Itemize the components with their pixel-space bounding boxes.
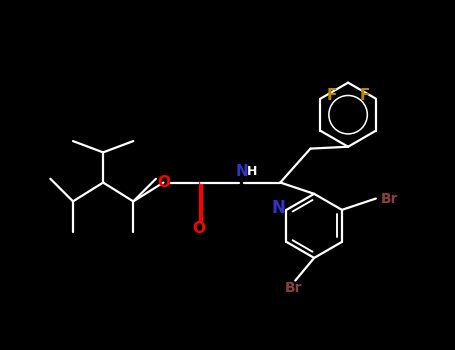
Text: F: F <box>327 88 337 103</box>
Text: Br: Br <box>380 191 398 205</box>
Text: O: O <box>193 222 206 236</box>
Text: F: F <box>359 88 370 103</box>
Text: N: N <box>235 164 248 180</box>
Text: N: N <box>272 199 286 217</box>
Text: O: O <box>157 175 170 190</box>
Text: H: H <box>247 166 257 178</box>
Text: Br: Br <box>285 281 302 295</box>
